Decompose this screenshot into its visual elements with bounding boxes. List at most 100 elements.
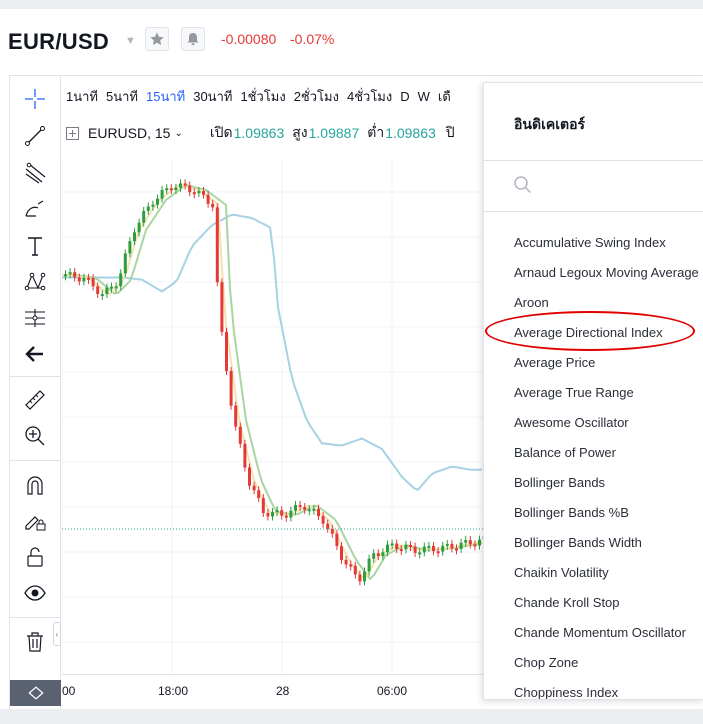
plus-square-icon[interactable]	[66, 126, 79, 140]
candle	[372, 553, 376, 559]
indicator-item[interactable]: Bollinger Bands Width	[514, 535, 642, 550]
candle	[252, 485, 256, 491]
interval-bar: 1นาที 5นาที 15นาที 30นาที 1ชั่วโมง 2ชั่วโมง 4ช…	[62, 84, 482, 108]
alert-button[interactable]	[181, 27, 205, 51]
time-axis: 00 18:00 28 06:00	[62, 674, 483, 708]
candle	[261, 498, 265, 514]
candle	[289, 510, 293, 518]
candle	[220, 282, 224, 332]
candle	[105, 287, 109, 295]
lock-drawing-icon	[25, 516, 46, 531]
candle	[390, 543, 394, 546]
interval-tab[interactable]: 2ชั่วโมง	[293, 88, 339, 104]
price-chart[interactable]	[62, 160, 483, 674]
toolbar-collapse-handle[interactable]: ‹	[53, 622, 61, 646]
indicator-item[interactable]: Chop Zone	[514, 655, 579, 670]
indicator-item[interactable]: Chande Momentum Oscillator	[514, 625, 686, 640]
interval-tab[interactable]: 1ชั่วโมง	[240, 88, 286, 104]
indicator-item[interactable]: Awesome Oscillator	[514, 415, 629, 430]
candle	[432, 545, 435, 552]
eye-icon	[24, 585, 46, 601]
high-value: 1.09887	[308, 125, 360, 141]
crosshair-tool[interactable]	[22, 86, 48, 112]
candle	[422, 546, 426, 553]
indicator-item[interactable]: Arnaud Legoux Moving Average	[514, 265, 699, 280]
lock-tool[interactable]	[22, 544, 48, 570]
legend-symbol[interactable]: EURUSD, 15	[88, 125, 171, 141]
fib-tool[interactable]	[22, 160, 48, 186]
interval-tab[interactable]: D	[400, 88, 410, 104]
candle	[174, 187, 178, 191]
chevron-diamond-icon	[27, 686, 44, 700]
ma-slow-line	[62, 213, 483, 491]
candle	[87, 277, 90, 280]
back-arrow-icon	[25, 346, 43, 362]
indicator-item[interactable]: Accumulative Swing Index	[514, 235, 666, 250]
indicator-item[interactable]: Aroon	[514, 295, 549, 310]
pattern-tool[interactable]	[22, 269, 48, 295]
candle	[156, 198, 159, 205]
zoom-in-icon	[25, 426, 45, 446]
price-change-percent: -0.07%	[290, 31, 335, 47]
interval-tab[interactable]: W	[417, 88, 430, 104]
crosshair-icon	[25, 89, 45, 109]
candle	[381, 552, 385, 557]
zoom-tool[interactable]	[22, 423, 48, 449]
interval-tab[interactable]: 30นาที	[193, 88, 233, 104]
lock-drawings-tool[interactable]	[22, 508, 48, 534]
measure-tool[interactable]	[22, 387, 48, 413]
candle	[413, 546, 417, 553]
candle	[294, 505, 297, 511]
candle	[321, 516, 325, 524]
candle	[330, 528, 334, 534]
indicator-item[interactable]: Choppiness Index	[514, 685, 619, 700]
indicator-item[interactable]: Average Directional Index	[514, 325, 663, 340]
remove-drawings-button[interactable]	[22, 629, 48, 655]
interval-tab[interactable]: 1นาที	[66, 88, 98, 104]
candle	[436, 551, 440, 554]
indicator-item[interactable]: Average Price	[514, 355, 596, 370]
symbol-name[interactable]: EUR/USD	[8, 29, 110, 54]
candle	[312, 508, 316, 511]
favorite-button[interactable]	[145, 27, 169, 51]
visibility-tool[interactable]	[22, 580, 48, 606]
candle	[188, 185, 192, 193]
text-tool[interactable]	[22, 233, 48, 259]
magnet-tool[interactable]	[22, 472, 48, 498]
bell-icon	[187, 33, 199, 46]
indicator-item[interactable]: Average True Range	[514, 385, 634, 400]
chevron-down-icon[interactable]: ⌄	[174, 127, 183, 139]
interval-tab[interactable]: 15นาที	[146, 88, 186, 104]
candle	[353, 565, 357, 575]
panel-divider	[484, 211, 703, 212]
candle	[100, 294, 104, 297]
indicator-item[interactable]: Bollinger Bands	[514, 475, 606, 490]
search-icon[interactable]	[513, 175, 533, 195]
candle	[160, 189, 164, 199]
candle	[211, 203, 215, 208]
toolbar-divider	[10, 617, 61, 618]
interval-tab[interactable]: 4ชั่วโมง	[346, 88, 393, 104]
indicator-item[interactable]: Bollinger Bands %B	[514, 505, 629, 520]
symbol-dropdown-icon[interactable]: ▼	[125, 35, 136, 47]
candle	[192, 192, 196, 195]
back-button[interactable]	[22, 341, 48, 367]
candle	[280, 510, 284, 516]
forecast-tool[interactable]	[22, 305, 48, 331]
indicator-item[interactable]: Chande Kroll Stop	[514, 595, 620, 610]
candle	[418, 552, 422, 555]
candle	[234, 405, 238, 427]
candle	[275, 510, 279, 513]
chart-frame-left	[9, 75, 10, 709]
interval-tab[interactable]: 5นาที	[106, 88, 138, 104]
time-axis-label: 06:00	[377, 684, 408, 698]
bottom-panel-toggle[interactable]	[10, 680, 61, 706]
interval-tab[interactable]: เดื	[437, 88, 451, 104]
candle	[464, 540, 468, 543]
brush-tool[interactable]	[22, 197, 48, 223]
indicator-item[interactable]: Chaikin Volatility	[514, 565, 609, 580]
panel-divider	[484, 160, 703, 161]
trend-line-tool[interactable]	[22, 123, 48, 149]
candle	[468, 540, 472, 545]
indicator-item[interactable]: Balance of Power	[514, 445, 616, 460]
